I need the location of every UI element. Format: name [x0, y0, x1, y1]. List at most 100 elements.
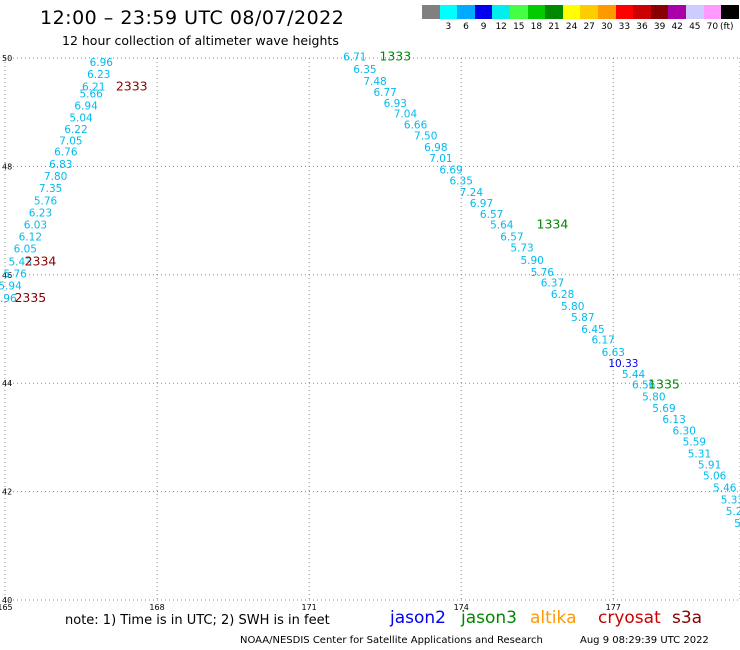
wave-height-point: 4.96 — [0, 293, 17, 305]
pass-number-label: 1335 — [648, 377, 680, 392]
scale-label: 45 — [689, 22, 701, 32]
pass-number-label: 2334 — [25, 254, 57, 269]
wave-height-point: 6.57 — [500, 232, 523, 244]
wave-height-point: 5.06 — [703, 471, 727, 483]
wave-height-point: 5.90 — [520, 255, 543, 267]
wave-height-point: 7.05 — [59, 136, 82, 148]
x-tick-label: 171 — [301, 603, 316, 612]
satellite-legend-item: altika — [530, 608, 577, 628]
wave-height-point: 5.91 — [698, 459, 721, 471]
wave-height-point: 6.57 — [480, 209, 503, 221]
wave-height-point: 5.66 — [79, 89, 103, 101]
scale-label: 30 — [601, 22, 613, 32]
scale-swatch — [509, 5, 528, 19]
scale-swatch — [650, 5, 669, 19]
wave-height-point: 7.35 — [39, 183, 62, 195]
scale-swatch — [703, 5, 722, 19]
scale-swatch — [580, 5, 598, 19]
wave-height-point: 10.33 — [608, 358, 638, 370]
credit-text: NOAA/NESDIS Center for Satellite Applica… — [240, 635, 543, 646]
wave-height-point: 5.46 — [713, 483, 737, 495]
wave-height-point: 6.77 — [373, 87, 396, 99]
color-scale-unit: (ft) — [720, 22, 734, 32]
footer-note: note: 1) Time is in UTC; 2) SWH is in fe… — [65, 613, 330, 628]
wave-height-point: 5.76 — [3, 269, 27, 281]
y-tick-label: 40 — [2, 596, 12, 605]
wave-height-point: 6.17 — [591, 335, 614, 347]
scale-swatch — [545, 5, 563, 19]
wave-height-point: 5.43 — [9, 257, 32, 269]
wave-height-point: 6.03 — [24, 220, 47, 232]
scale-swatch — [527, 5, 546, 19]
y-tick-label: 42 — [2, 488, 12, 497]
wave-height-point: 6.63 — [602, 347, 625, 359]
scale-swatch — [492, 5, 510, 19]
wave-height-point: 5.59 — [683, 437, 706, 449]
wave-height-point: 7.01 — [429, 153, 452, 165]
timestamp-text: Aug 9 08:29:39 UTC 2022 — [580, 635, 709, 646]
pass-number-label: 2335 — [14, 290, 46, 305]
scale-label: 33 — [618, 22, 631, 32]
y-tick-label: 44 — [2, 379, 12, 388]
page-subtitle: 12 hour collection of altimeter wave hei… — [62, 33, 339, 48]
wave-height-point: 6.35 — [353, 64, 376, 76]
wave-height-point: 6.21 — [82, 82, 105, 94]
scale-label: 15 — [513, 22, 525, 32]
scale-swatch — [721, 5, 739, 19]
wave-height-point: 7.48 — [363, 76, 386, 88]
scale-label: 21 — [548, 22, 560, 32]
scale-label: 70 — [706, 22, 719, 32]
wave-height-point: 5.69 — [652, 403, 675, 415]
wave-height-point: 6.76 — [54, 147, 78, 159]
scale-swatch — [422, 5, 440, 19]
x-tick-label: 168 — [149, 603, 164, 612]
wave-height-point: 5.87 — [571, 312, 594, 324]
scale-label: 6 — [463, 22, 469, 32]
x-tick-label: 177 — [606, 603, 621, 612]
scale-swatch — [633, 5, 651, 19]
scale-swatch — [457, 5, 475, 19]
satellite-legend-item: cryosat — [598, 608, 661, 628]
scale-swatch — [685, 5, 704, 19]
x-tick-label: 165 — [0, 603, 13, 612]
pass-number-label: 1333 — [379, 49, 411, 64]
wave-height-point: 6.56 — [632, 380, 656, 392]
wave-height-point: 5.31 — [688, 448, 711, 460]
wave-height-point: 5.24 — [726, 506, 740, 518]
scale-label: 27 — [583, 22, 595, 32]
wave-height-point: 7.80 — [44, 171, 67, 183]
satellite-legend-item: jason3 — [461, 608, 517, 628]
wave-height-point: 6.30 — [673, 426, 696, 438]
wave-height-point: 6.45 — [581, 324, 604, 336]
scale-label: 36 — [636, 22, 648, 32]
scale-swatch — [439, 5, 458, 19]
page-title: 12:00 – 23:59 UTC 08/07/2022 — [40, 7, 345, 29]
scale-label: 3 — [445, 22, 452, 32]
scale-swatch — [474, 5, 493, 19]
wave-height-point: 7.24 — [460, 187, 484, 199]
scale-label: 24 — [565, 22, 578, 32]
wave-height-point: 6.98 — [424, 142, 447, 154]
scale-label: 9 — [480, 22, 487, 32]
wave-height-point: 5.33 — [721, 495, 740, 507]
wave-height-point: 6.93 — [384, 98, 407, 110]
wave-height-point: 6.28 — [551, 289, 574, 301]
x-tick-label: 174 — [454, 603, 469, 612]
wave-height-point: 6.22 — [64, 124, 87, 136]
wave-height-point: 6.13 — [662, 414, 685, 426]
wave-height-point: 6.83 — [49, 159, 72, 171]
wave-height-point: 5.2 — [734, 518, 740, 530]
wave-height-point: 6.71 — [343, 52, 366, 64]
wave-height-point: 5.64 — [490, 220, 514, 232]
pass-number-label: 2333 — [116, 79, 148, 94]
wave-height-point: 5.73 — [510, 242, 533, 254]
scale-swatch — [562, 5, 581, 19]
wave-height-point: 7.04 — [394, 109, 418, 121]
wave-height-point: 6.94 — [74, 100, 98, 112]
pass-number-label: 1334 — [537, 217, 569, 232]
wave-height-point: 5.76 — [34, 195, 58, 207]
wave-height-point: 6.66 — [404, 119, 428, 131]
y-tick-label: 50 — [2, 54, 12, 63]
wave-height-point: 5.80 — [642, 392, 665, 404]
